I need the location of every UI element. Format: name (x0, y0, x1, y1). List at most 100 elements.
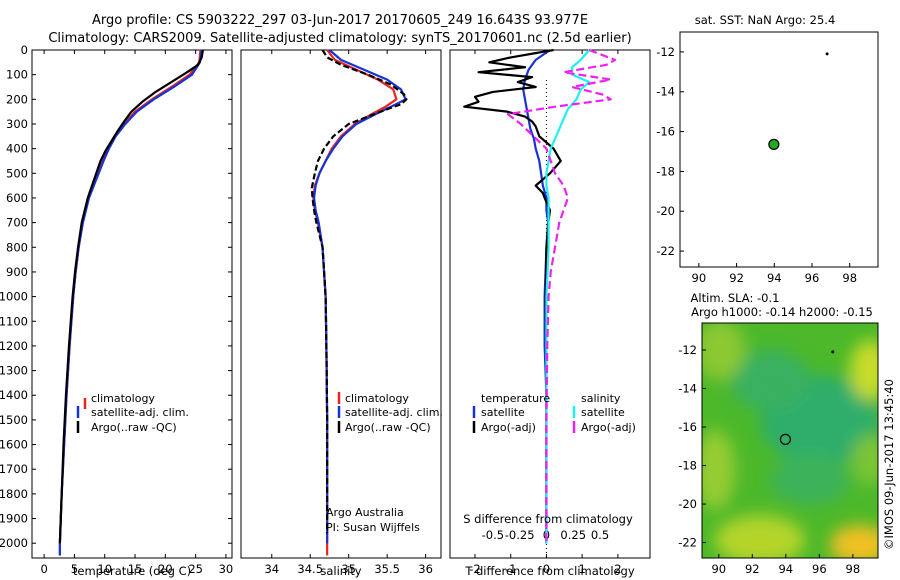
map-ytick-label: -18 (678, 459, 697, 473)
sla-map-title-line1: Altim. SLA: -0.1 (691, 291, 780, 305)
sst-map: 90 92 94 96 98 -12 -14 -16 -18 -20 -22 (656, 45, 857, 285)
xtick-label: 34.5 (297, 562, 323, 576)
sla-map: 90 92 94 96 98 -12 -14 -16 -18 -20 -22 (678, 343, 860, 576)
xtick-label: 15 (128, 562, 143, 576)
ytick-label: 1800 (0, 487, 28, 501)
xtick-label: 30 (219, 562, 234, 576)
xtick-label: 36 (418, 562, 433, 576)
xtick-label: 10 (97, 562, 112, 576)
sla-heatmap-field (702, 323, 878, 558)
figure-title-line2: Climatology: CARS2009. Satellite-adjuste… (48, 31, 631, 46)
map-ytick-label: -22 (656, 244, 675, 258)
legend-label-argo: Argo(..raw -QC) (345, 421, 431, 434)
xtick-label: 0 (543, 562, 550, 576)
map-ytick-label: -14 (656, 85, 675, 99)
xtick-label: 34 (264, 562, 279, 576)
figure-title-line1: Argo profile: CS 5903222_297 03-Jun-2017… (92, 13, 588, 28)
ytick-label: 1300 (0, 364, 28, 378)
map-xtick-label: 92 (729, 271, 744, 285)
ytick-label: 0 (21, 43, 28, 57)
temperature-axes (31, 49, 233, 559)
xtick-label: -2 (469, 562, 480, 576)
xtick-label: 25 (188, 562, 203, 576)
series-satellite-adj-clim- (58, 49, 203, 556)
map-xtick-label: 94 (778, 562, 793, 576)
ytick-label: 900 (6, 265, 28, 279)
ytick-label: 300 (6, 117, 28, 131)
map-xtick-label: 90 (692, 271, 707, 285)
salinity-axes (240, 49, 442, 559)
map-ytick-label: -18 (656, 164, 675, 178)
ytick-label: 500 (6, 166, 28, 180)
salinity-annotation-line2: PI: Susan Wijffels (326, 521, 420, 534)
map-ytick-label: -22 (678, 536, 697, 550)
difference-plot: -2 -1 0 1 2-0.5 -0.25 0 0.25 0.5 (463, 48, 622, 576)
legend-label-s-satellite: satellite (581, 406, 625, 419)
map-ytick-label: -16 (656, 125, 675, 139)
ytick-label: 1000 (0, 290, 28, 304)
series-argo-raw-qc- (310, 49, 408, 534)
ytick-label: 1700 (0, 462, 28, 476)
map-xtick-label: 90 (711, 562, 726, 576)
series-satellite-adj-clim- (312, 49, 407, 544)
xtick-label: 35.5 (374, 562, 400, 576)
ytick-label: 1900 (0, 512, 28, 526)
temperature-legend: climatology satellite-adj. clim. Argo(..… (76, 392, 189, 434)
legend-label-t-satellite: satellite (481, 406, 525, 419)
ytick-label: 1600 (0, 438, 28, 452)
track-point (825, 52, 829, 56)
legend-label-salinity: salinity (581, 392, 621, 405)
credit-text: ©IMOS 09-Jun-2017 13:45:40 (882, 379, 896, 550)
ytick-label: 2000 (0, 536, 28, 550)
map-xtick-label: 96 (805, 271, 820, 285)
map-ytick-label: -14 (678, 381, 697, 395)
temperature-xlabel: temperature (deg C) (73, 564, 191, 578)
salinity-xlabel: salinity (320, 564, 361, 578)
difference-legend: temperature satellite Argo(-adj) salinit… (472, 392, 636, 434)
track-point (831, 350, 835, 354)
legend-label-temperature: temperature (481, 392, 550, 405)
map-ytick-label: -12 (678, 343, 697, 357)
difference-axes (449, 49, 651, 559)
map-xtick-label: 98 (846, 562, 861, 576)
argo-position-marker (768, 138, 780, 150)
salinity-annotation-line1: Argo Australia (326, 506, 404, 519)
xtick-label: 0 (40, 562, 47, 576)
sla-map-title-line2: Argo h1000: -0.14 h2000: -0.15 (691, 305, 873, 319)
stick-label: 0.25 (560, 528, 586, 542)
difference-top-label: S difference from climatology (463, 512, 633, 526)
map-xtick-label: 94 (767, 271, 782, 285)
legend-label-argo: Argo(..raw -QC) (91, 421, 177, 434)
sst-map-axes (679, 31, 879, 268)
sla-map-axes (701, 322, 879, 559)
argo-position-marker (779, 433, 792, 446)
salinity-legend: climatology satellite-adj. clim. Argo(..… (326, 392, 443, 534)
series-t-argo-adj- (463, 48, 562, 544)
legend-label-satellite: satellite-adj. clim. (91, 406, 189, 419)
legend-label-climatology: climatology (91, 392, 155, 405)
map-ytick-label: -20 (656, 204, 675, 218)
series-climatology (58, 49, 202, 556)
xtick-label: 5 (71, 562, 78, 576)
legend-label-climatology: climatology (345, 392, 409, 405)
sst-map-title: sat. SST: NaN Argo: 25.4 (695, 13, 836, 27)
ytick-label: 600 (6, 191, 28, 205)
xtick-label: 20 (158, 562, 173, 576)
ytick-label: 200 (6, 92, 28, 106)
ytick-label: 100 (6, 68, 28, 82)
temperature-plot: 0 5 10 15 20 25 300100200300400500600700800900… (0, 43, 233, 576)
stick-label: 0.5 (591, 528, 609, 542)
legend-label-s-argo: Argo(-adj) (581, 421, 636, 434)
stick-label: -0.25 (505, 528, 535, 542)
map-ytick-label: -12 (656, 45, 675, 59)
series-argo-raw-qc- (58, 49, 204, 544)
ytick-label: 1400 (0, 388, 28, 402)
series-s-argo-adj- (506, 48, 617, 544)
ytick-label: 1100 (0, 314, 28, 328)
xtick-label: 2 (614, 562, 621, 576)
map-ytick-label: -16 (678, 420, 697, 434)
xtick-label: -1 (505, 562, 516, 576)
xtick-label: 35 (341, 562, 356, 576)
ytick-label: 700 (6, 216, 28, 230)
